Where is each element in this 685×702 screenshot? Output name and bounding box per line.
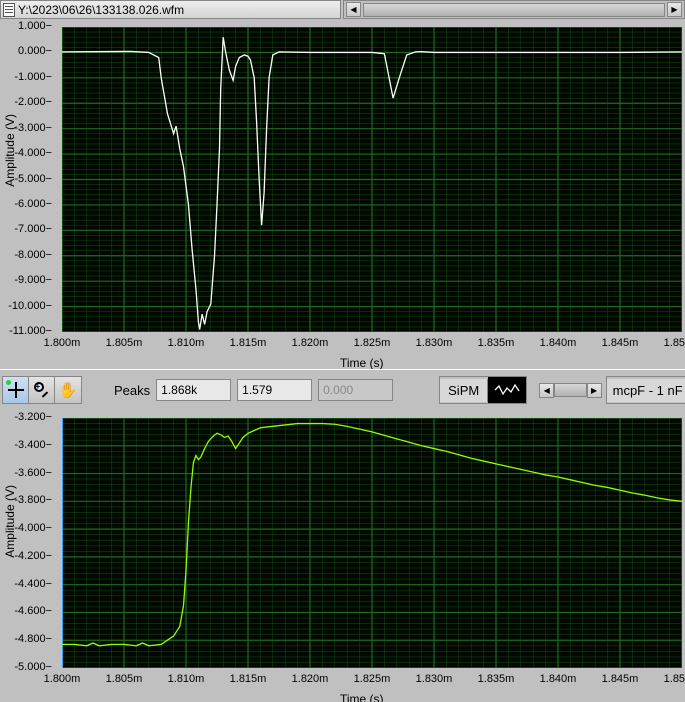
channel-scrollbar-right-arrow[interactable]: ▶ xyxy=(587,383,602,398)
peaks-label: Peaks xyxy=(114,383,150,398)
channel-scrollbar-track[interactable] xyxy=(554,383,586,397)
filename-title-bar: Y:\2023\06\26\133138.026.wfm xyxy=(0,0,341,19)
scrollbar-right-arrow[interactable]: ▶ xyxy=(667,2,682,17)
top-chart-plot-area[interactable] xyxy=(62,27,682,332)
bottom-chart-x-axis-label: Time (s) xyxy=(340,692,384,702)
channel-scrollbar-left-arrow[interactable]: ◀ xyxy=(539,383,554,398)
peaks-field-2[interactable]: 1.579 xyxy=(237,379,312,401)
sipm-waveform-swatch xyxy=(488,377,526,403)
right-scroll-group: ◀ ▶ mcpF - 1 nF xyxy=(539,376,685,404)
crosshair-tool-button[interactable] xyxy=(3,377,29,403)
bottom-chart-y-ticks: -3.200− -3.400− -3.600− -3.800− -4.000− -4.20… xyxy=(0,418,60,668)
bottom-chart-svg xyxy=(62,418,682,668)
zoom-tool-button[interactable]: + xyxy=(29,377,55,403)
top-chart-panel: Amplitude (V) 1.000− 0.000− -1.000− -2.000−… xyxy=(0,19,685,369)
top-chart-y-ticks: 1.000− 0.000− -1.000− -2.000− -3.000− -4.000−… xyxy=(0,27,60,332)
sipm-label: SiPM xyxy=(440,379,488,402)
scrollbar-left-arrow[interactable]: ◀ xyxy=(346,2,361,17)
oscilloscope-app: Y:\2023\06\26\133138.026.wfm ◀ ▶ Amplitu… xyxy=(0,0,685,702)
peaks-field-1[interactable]: 1.868k xyxy=(156,379,231,401)
hand-icon: ✋ xyxy=(59,381,78,399)
selection-tool-group: + ✋ xyxy=(2,376,82,404)
file-icon xyxy=(3,3,15,17)
scrollbar-track[interactable] xyxy=(363,3,665,17)
crosshair-icon xyxy=(8,382,24,398)
peaks-section: Peaks 1.868k 1.579 0.000 xyxy=(114,379,393,401)
top-chart-x-axis-label: Time (s) xyxy=(340,356,384,370)
mcpf-label: mcpF - 1 nF xyxy=(607,379,685,402)
window-filename: Y:\2023\06\26\133138.026.wfm xyxy=(18,3,184,17)
top-chart-svg xyxy=(62,27,682,332)
peaks-field-3[interactable]: 0.000 xyxy=(318,379,393,401)
zoom-icon: + xyxy=(34,382,50,398)
mcpf-channel-selector[interactable]: mcpF - 1 nF xyxy=(606,376,685,404)
bottom-chart-plot-area[interactable] xyxy=(62,418,682,668)
crosshair-dot xyxy=(6,380,11,385)
sipm-channel-selector[interactable]: SiPM xyxy=(439,376,527,404)
top-scrollbar-panel: ◀ ▶ xyxy=(343,0,685,19)
bottom-chart-panel: Amplitude (V) -3.200− -3.400− -3.600− -3.80… xyxy=(0,410,685,702)
toolbar: + ✋ Peaks 1.868k 1.579 0.000 SiPM ◀ ▶ xyxy=(0,369,685,410)
pan-tool-button[interactable]: ✋ xyxy=(55,377,81,403)
top-strip: Y:\2023\06\26\133138.026.wfm ◀ ▶ xyxy=(0,0,685,19)
